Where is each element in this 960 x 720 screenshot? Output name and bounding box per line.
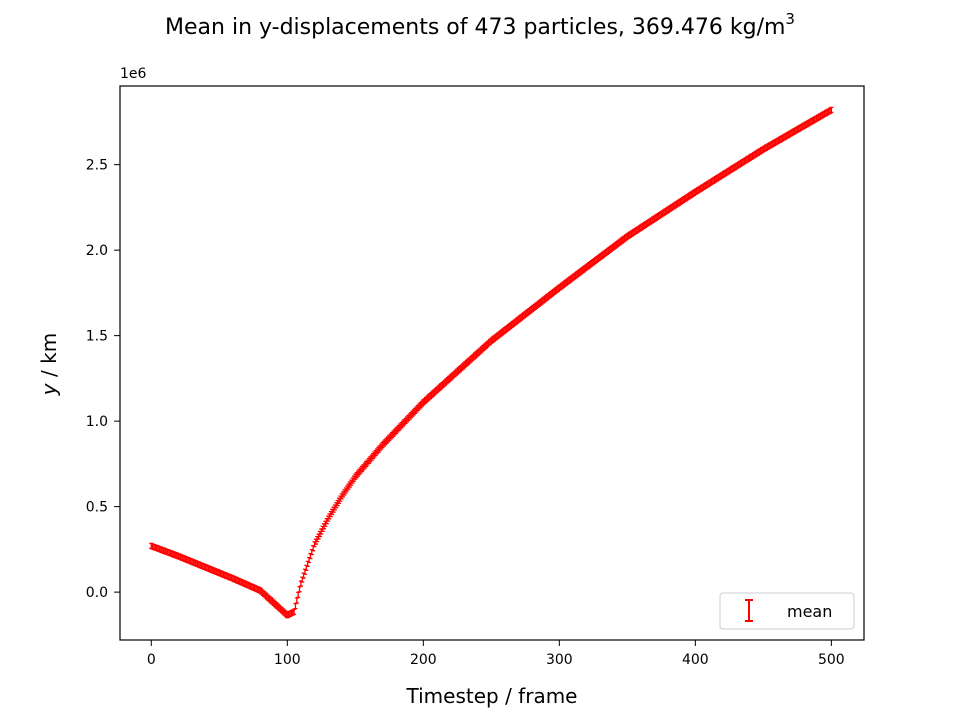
y-tick-label: 2.5 xyxy=(86,158,108,174)
y-tick-label: 1.0 xyxy=(86,414,108,430)
mean-series xyxy=(149,106,834,619)
legend-marker-icon xyxy=(745,599,753,622)
y-offset-label: 1e6 xyxy=(120,66,147,82)
x-tick-label: 200 xyxy=(410,652,437,668)
y-tick-label: 1.5 xyxy=(86,329,108,345)
y-tick-label: 2.0 xyxy=(86,243,108,259)
y-axis-label: y / km xyxy=(37,333,61,396)
data-point xyxy=(294,597,299,604)
legend-box xyxy=(719,592,855,630)
x-tick-label: 400 xyxy=(682,652,709,668)
x-tick-label: 300 xyxy=(546,652,573,668)
data-point xyxy=(296,591,301,599)
legend: mean xyxy=(719,592,855,630)
y-tick-label: 0.0 xyxy=(86,585,108,601)
plot-area xyxy=(149,106,834,619)
data-point xyxy=(297,586,302,593)
x-axis: 0 100 200 300 400 500 xyxy=(147,640,845,668)
y-axis: 0.0 0.5 1.0 1.5 2.0 2.5 xyxy=(86,158,120,601)
plot-frame xyxy=(119,85,865,641)
data-point xyxy=(293,602,298,610)
x-tick-label: 500 xyxy=(818,652,845,668)
data-point xyxy=(829,106,834,114)
chart-title: Mean in y-displacements of 473 particles… xyxy=(165,10,795,40)
x-axis-label: Timestep / frame xyxy=(406,684,578,708)
x-tick-label: 0 xyxy=(147,652,156,668)
x-tick-label: 100 xyxy=(274,652,301,668)
y-tick-label: 0.5 xyxy=(86,500,108,516)
legend-label: mean xyxy=(787,602,832,621)
